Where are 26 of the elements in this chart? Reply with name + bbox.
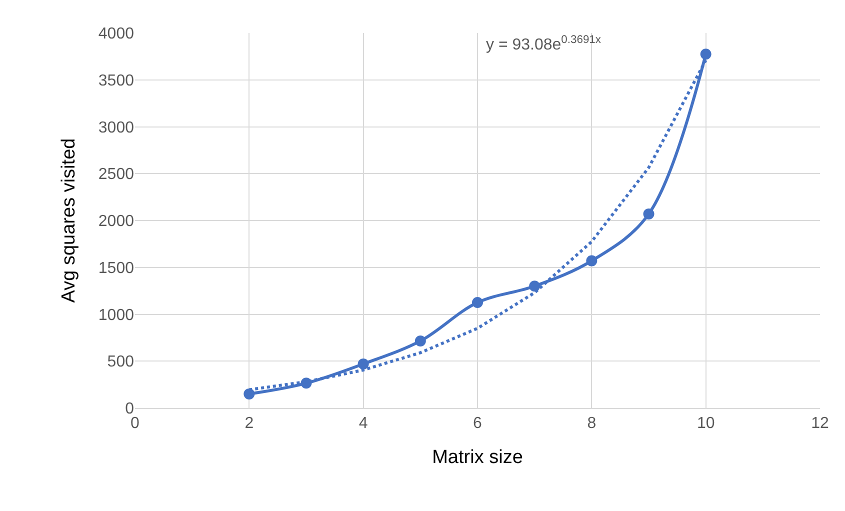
point: [414, 335, 426, 346]
y-tick-label: 0: [125, 400, 134, 418]
x-tick-label: 2: [244, 415, 254, 432]
point: [700, 48, 712, 60]
y-tick-label: 4000: [98, 26, 134, 43]
x-tick-label: 4: [358, 415, 368, 432]
x-tick-label: 8: [587, 415, 596, 432]
x-axis-title: Matrix size: [432, 447, 523, 468]
point: [472, 297, 483, 308]
point: [358, 358, 369, 370]
y-tick-label: 1500: [98, 260, 134, 277]
y-tick-label: 1000: [98, 306, 134, 324]
x-tick-label: 12: [811, 415, 829, 432]
y-axis-title: Avg squares visited: [58, 138, 80, 303]
point: [529, 280, 540, 292]
x-tick-label: 10: [696, 415, 715, 432]
annotation: y = 93.08e$^{0.3691x}$: [486, 34, 602, 54]
point: [586, 255, 598, 266]
y-tick-label: 500: [107, 354, 134, 371]
y-tick-label: 3500: [98, 72, 134, 90]
y-tick-label: 3000: [98, 119, 134, 136]
y-tick-label: 2000: [98, 213, 134, 230]
x-tick-label: 6: [473, 415, 482, 432]
point: [244, 388, 255, 400]
point: [643, 208, 654, 220]
y-tick-label: 2500: [98, 166, 134, 184]
